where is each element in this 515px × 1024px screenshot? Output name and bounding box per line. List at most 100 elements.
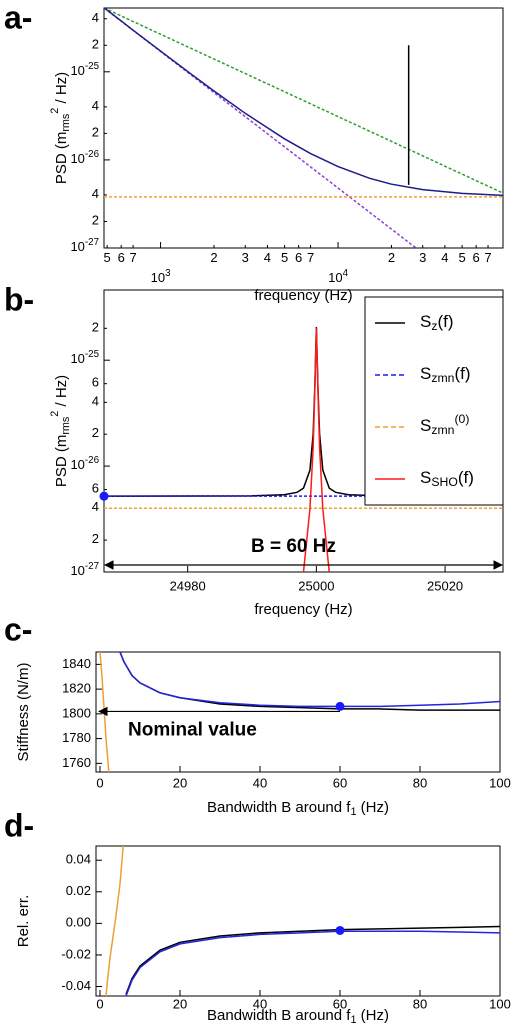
x-tick-label: 7	[484, 250, 491, 265]
legend-label: Szmn(f)	[420, 364, 471, 385]
x-tick-label: 25000	[298, 578, 334, 593]
y-tick-label-text: 6	[92, 375, 99, 390]
x-tick-label: 80	[413, 996, 427, 1011]
x-tick-label: 24980	[170, 578, 206, 593]
panel-label: b-	[4, 281, 34, 317]
panel-label: d-	[4, 807, 34, 843]
y-axis-label-sub: rms	[60, 113, 72, 132]
legend-label-sub: z	[431, 319, 437, 333]
y-tick-label: 10-25	[70, 349, 99, 367]
x-tick-label: 104	[328, 268, 348, 286]
y-tick-label-text: 2	[92, 213, 99, 228]
x-tick-label-text: 2	[388, 250, 395, 265]
plot-area	[105, 846, 500, 996]
y-tick-label-exp: -26	[85, 148, 99, 159]
x-axis-label: frequency (Hz)	[254, 601, 352, 618]
x-tick-label-text: 6	[295, 250, 302, 265]
y-tick-label-text: 10	[70, 352, 84, 367]
y-tick-label: 6	[92, 481, 99, 496]
series-line	[119, 652, 500, 711]
x-tick-label: 103	[151, 268, 171, 286]
x-axis-label-text: Bandwidth B around f	[207, 1007, 351, 1024]
x-tick-label: 6	[118, 250, 125, 265]
x-tick-label-text: 4	[441, 250, 448, 265]
x-tick-label: 20	[173, 996, 187, 1011]
y-tick-label: 1800	[62, 705, 91, 720]
y-tick-label-text: 10	[70, 239, 84, 254]
plot-area	[104, 8, 503, 248]
y-tick-label: 4	[92, 186, 99, 201]
plot-frame	[95, 845, 501, 997]
y-tick-label-exp: -27	[85, 237, 99, 248]
x-tick-label: 7	[307, 250, 314, 265]
legend-label-sub: SHO	[431, 475, 458, 489]
y-tick-label-text: 4	[92, 10, 99, 25]
x-axis-label-sub: 1	[350, 806, 356, 818]
x-tick-label: 6	[473, 250, 480, 265]
y-tick-label-exp: -27	[85, 561, 99, 572]
x-tick-label: 80	[413, 775, 427, 790]
y-tick-label: 10-27	[70, 237, 99, 255]
series-line	[105, 846, 124, 996]
y-axis-label-tail: / Hz)	[53, 72, 70, 108]
y-tick-label: 10-27	[70, 561, 99, 579]
series-line	[125, 925, 500, 995]
x-tick-label: 20	[173, 775, 187, 790]
y-tick-label: 4	[92, 394, 99, 409]
x-axis-label-text: Bandwidth B around f	[207, 799, 351, 816]
series-line	[104, 8, 503, 197]
y-tick-label: 0.04	[66, 852, 91, 867]
legend-label-tail: (f)	[437, 312, 453, 331]
y-tick-label-text: 2	[92, 125, 99, 140]
y-tick-label: 1780	[62, 730, 91, 745]
x-tick-label: 40	[253, 996, 267, 1011]
y-axis-label: Stiffness (N/m)	[15, 663, 32, 762]
x-tick-label-text: 10	[151, 270, 165, 285]
y-tick-label: 10-26	[70, 455, 99, 473]
legend-box	[364, 296, 504, 506]
y-tick-label-exp: -26	[85, 455, 99, 466]
x-axis-label: frequency (Hz)	[254, 287, 352, 304]
legend-label-tail: (f)	[458, 468, 474, 487]
x-tick-label: 2	[388, 250, 395, 265]
y-axis-label-text: PSD (m	[53, 435, 70, 488]
x-axis-label: Bandwidth B around f1 (Hz)	[207, 799, 389, 818]
annotation: Nominal value	[128, 719, 257, 740]
y-axis-label-text: PSD (m	[53, 132, 70, 185]
y-tick-label-text: 6	[92, 481, 99, 496]
legend-label-tail: (f)	[454, 364, 470, 383]
x-axis-label-sub: 1	[350, 1014, 356, 1024]
y-tick-label-text: 4	[92, 500, 99, 515]
x-tick-label: 100	[489, 996, 511, 1011]
y-tick-label: 2	[92, 426, 99, 441]
series-line	[104, 327, 503, 497]
legend-label-text: S	[420, 364, 431, 383]
x-tick-label: 0	[96, 996, 103, 1011]
y-tick-label: 4	[92, 500, 99, 515]
y-tick-label-text: 4	[92, 186, 99, 201]
y-tick-label-text: 10	[70, 458, 84, 473]
x-tick-label-text: 5	[104, 250, 111, 265]
legend-label-text: S	[420, 468, 431, 487]
legend-label-sub: zmn	[431, 423, 454, 437]
x-tick-label: 3	[419, 250, 426, 265]
x-tick-label: 7	[129, 250, 136, 265]
legend-label-sub: zmn	[431, 371, 454, 385]
annotation: B = 60 Hz	[251, 536, 336, 557]
x-tick-label-text: 6	[118, 250, 125, 265]
panel-label: c-	[4, 611, 32, 647]
y-tick-label-text: 2	[92, 532, 99, 547]
x-tick-label-exp: 4	[343, 268, 349, 279]
x-tick-label-text: 7	[129, 250, 136, 265]
point-marker	[335, 925, 345, 935]
x-tick-label-text: 3	[419, 250, 426, 265]
y-tick-label: 0.02	[66, 883, 91, 898]
y-tick-label: -0.04	[61, 978, 91, 993]
y-tick-label: 2	[92, 320, 99, 335]
series-line	[104, 8, 503, 194]
x-tick-label: 100	[489, 775, 511, 790]
y-tick-label-text: 10	[70, 63, 84, 78]
x-tick-label-exp: 3	[165, 268, 170, 279]
x-tick-label: 5	[104, 250, 111, 265]
